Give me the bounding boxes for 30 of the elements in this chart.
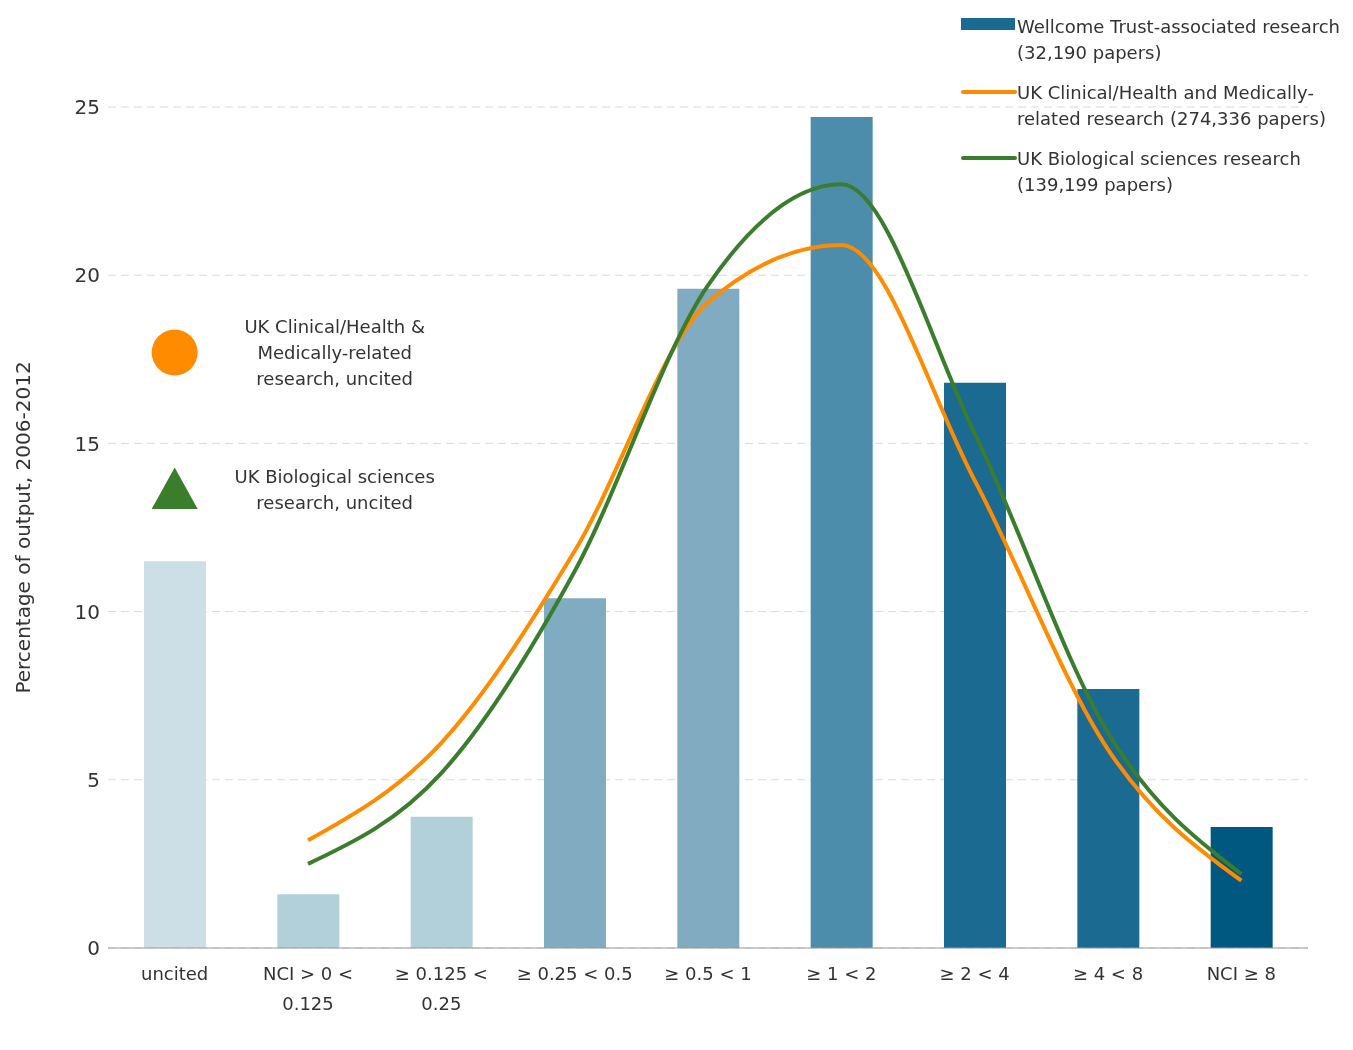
bar [944, 382, 1006, 948]
y-tick-label: 0 [87, 936, 100, 961]
bar [1077, 688, 1140, 948]
x-tick-label: ≥ 0.125 < 0.25 [394, 963, 488, 1014]
bar [277, 894, 340, 948]
y-tick-label: 15 [74, 431, 100, 456]
bar [1210, 826, 1273, 948]
bar [677, 288, 740, 948]
bar [144, 561, 206, 948]
x-tick-label: ≥ 4 < 8 [1072, 963, 1144, 984]
x-tick-label: NCI ≥ 8 [1206, 963, 1276, 984]
x-tick-label: ≥ 0.5 < 1 [664, 963, 752, 984]
text: UK Biological sciences research, uncited [234, 466, 435, 514]
text: UK Clinical/Health & Medically-related research, uncited [244, 315, 425, 389]
legend-label: UK Clinical/Health and Medically-related research (274,336 papers) [1017, 81, 1327, 131]
legend-label: Wellcome Trust-associated research (32,190 papers) [1017, 15, 1341, 65]
x-tick-label: uncited [141, 963, 209, 984]
bar [810, 117, 873, 948]
x-tick-label: ≥ 2 < 4 [939, 963, 1010, 984]
legend-label: UK Biological sciences research (139,199 papers) [1017, 147, 1302, 197]
y-axis-title: Percentage of output, 2006-2012 [11, 361, 36, 694]
x-tick-label: ≥ 0.25 < 0.5 [516, 963, 633, 984]
y-tick-label: 25 [74, 95, 100, 120]
x-tick-label: ≥ 1 < 2 [806, 963, 877, 984]
bar [410, 816, 473, 948]
y-tick-label: 20 [74, 263, 100, 288]
y-tick-label: 5 [87, 767, 100, 792]
x-tick-label: NCI > 0 < 0.125 [262, 963, 354, 1014]
bar [544, 598, 606, 948]
y-tick-label: 10 [74, 599, 100, 624]
